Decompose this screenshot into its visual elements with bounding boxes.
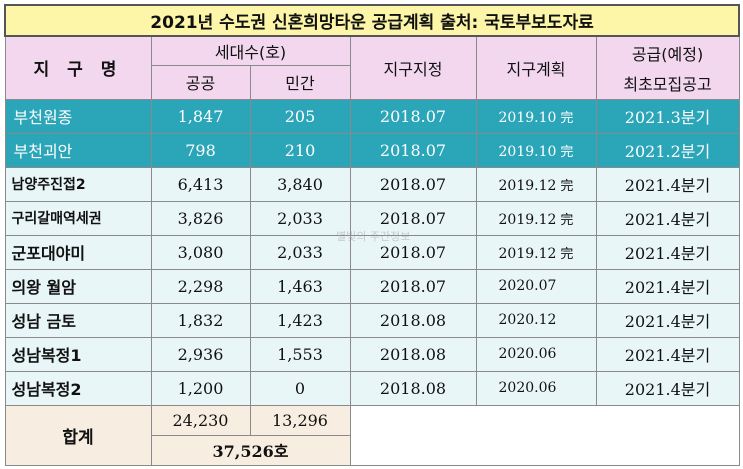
table-row: 부천원종 1,847 205 2018.07 2019.10 完 2021.3분기 [4,98,740,134]
header-plan: 지구계획 [475,35,597,100]
district-name: 구리갈매역세권 [4,200,152,236]
supply-quarter: 2021.4분기 [595,166,740,202]
watermark: 별빛의 주간정보 [336,230,411,243]
table-title: 2021년 수도권 신혼희망타운 공급계획 출처: 국토부보도자료 [3,4,741,37]
designation-date: 2018.08 [349,370,477,406]
table-row: 성남 금토 1,832 1,423 2018.08 2020.12 2021.4분기 [4,302,740,338]
district-name: 의왕 월암 [4,268,152,304]
plan-date: 2019.10 完 [475,132,597,168]
district-name: 성남복정1 [4,336,152,372]
plan-complete-mark: 完 [560,178,574,194]
supply-plan-table: 2021년 수도권 신혼희망타운 공급계획 출처: 국토부보도자료 지 구 명 … [3,4,741,466]
total-label: 합계 [4,404,152,466]
public-count: 1,847 [150,98,251,134]
district-name: 성남복정2 [4,370,152,406]
header-private: 민간 [249,64,351,100]
public-count: 3,826 [150,200,251,236]
header-designation: 지구지정 [349,35,477,100]
district-name: 부천괴안 [4,132,152,168]
plan-date-value: 2019.12 [498,177,557,194]
supply-quarter: 2021.4분기 [595,234,740,270]
supply-quarter: 2021.4분기 [595,268,740,304]
total-sum-row: 37,526호 [5,434,739,466]
plan-date-value: 2019.12 [498,245,557,262]
header-supply-line2: 최초모집공고 [623,74,712,94]
total-private: 13,296 [249,404,351,436]
table-row: 의왕 월암 2,298 1,463 2018.07 2020.07 2021.4분기 [4,268,740,304]
header-households: 세대수(호) [150,35,351,66]
designation-date: 2018.08 [349,302,477,338]
public-count: 1,832 [150,302,251,338]
private-count: 2,033 [249,234,351,270]
plan-date-value: 2020.07 [498,278,557,294]
designation-date: 2018.07 [349,132,477,168]
designation-date: 2018.07 [349,200,477,236]
total-public: 24,230 [150,404,251,436]
header-supply: 공급(예정) 최초모집공고 [595,35,740,100]
supply-quarter: 2021.4분기 [595,200,740,236]
table-body: 부천원종 1,847 205 2018.07 2019.10 完 2021.3분기 부천괴안 7… [4,98,740,406]
table-row: 남양주진접2 6,413 3,840 2018.07 2019.12 完 2021.4분기 [4,166,740,202]
public-count: 6,413 [150,166,251,202]
district-name: 군포대야미 [4,234,152,270]
plan-date-value: 2019.10 [498,143,557,160]
public-count: 2,298 [150,268,251,304]
plan-date: 2020.06 [475,370,597,406]
private-count: 1,463 [249,268,351,304]
district-name: 성남 금토 [4,302,152,338]
plan-date-value: 2019.10 [498,109,557,126]
plan-date: 2019.12 完 [475,234,597,270]
plan-date: 2019.12 完 [475,200,597,236]
plan-complete-mark: 完 [560,110,574,126]
plan-date: 2020.12 [475,302,597,338]
private-count: 2,033 [249,200,351,236]
public-count: 1,200 [150,370,251,406]
private-count: 3,840 [249,166,351,202]
designation-date: 2018.07 [349,234,477,270]
plan-date-value: 2020.06 [498,346,557,362]
total-sum: 37,526호 [150,434,351,466]
plan-date-value: 2020.12 [498,312,557,328]
private-count: 210 [249,132,351,168]
designation-date: 2018.08 [349,336,477,372]
plan-complete-mark: 完 [560,212,574,228]
private-count: 0 [249,370,351,406]
supply-quarter: 2021.4분기 [595,370,740,406]
total-row: 합계 24,230 13,296 [4,404,740,466]
designation-date: 2018.07 [349,98,477,134]
private-count: 1,423 [249,302,351,338]
table-row: 구리갈매역세권 3,826 2,033 2018.07 2019.12 完 2021.4분기 [4,200,740,236]
plan-complete-mark: 完 [560,246,574,262]
plan-date: 2019.10 完 [475,98,597,134]
public-count: 2,936 [150,336,251,372]
supply-quarter: 2021.3분기 [595,98,740,134]
private-count: 205 [249,98,351,134]
public-count: 798 [150,132,251,168]
table-row: 성남복정1 2,936 1,553 2018.08 2020.06 2021.4분기 [4,336,740,372]
designation-date: 2018.07 [349,166,477,202]
header-supply-line1: 공급(예정) [631,44,704,64]
plan-date: 2020.06 [475,336,597,372]
district-name: 부천원종 [4,98,152,134]
total-blank [349,404,740,466]
supply-quarter: 2021.4분기 [595,336,740,372]
plan-date: 2020.07 [475,268,597,304]
plan-complete-mark: 完 [560,144,574,160]
private-count: 1,553 [249,336,351,372]
table-row: 부천괴안 798 210 2018.07 2019.10 完 2021.2분기 [4,132,740,168]
table-row: 성남복정2 1,200 0 2018.08 2020.06 2021.4분기 [4,370,740,406]
designation-date: 2018.07 [349,268,477,304]
header-public: 공공 [150,64,251,100]
district-name: 남양주진접2 [4,166,152,202]
plan-date-value: 2019.12 [498,211,557,228]
plan-date-value: 2020.06 [498,380,557,396]
supply-quarter: 2021.2분기 [595,132,740,168]
public-count: 3,080 [150,234,251,270]
plan-date: 2019.12 完 [475,166,597,202]
supply-quarter: 2021.4분기 [595,302,740,338]
table-row: 군포대야미 3,080 2,033 2018.07 2019.12 完 2021.4분기 [4,234,740,270]
header-district: 지 구 명 [4,35,152,100]
